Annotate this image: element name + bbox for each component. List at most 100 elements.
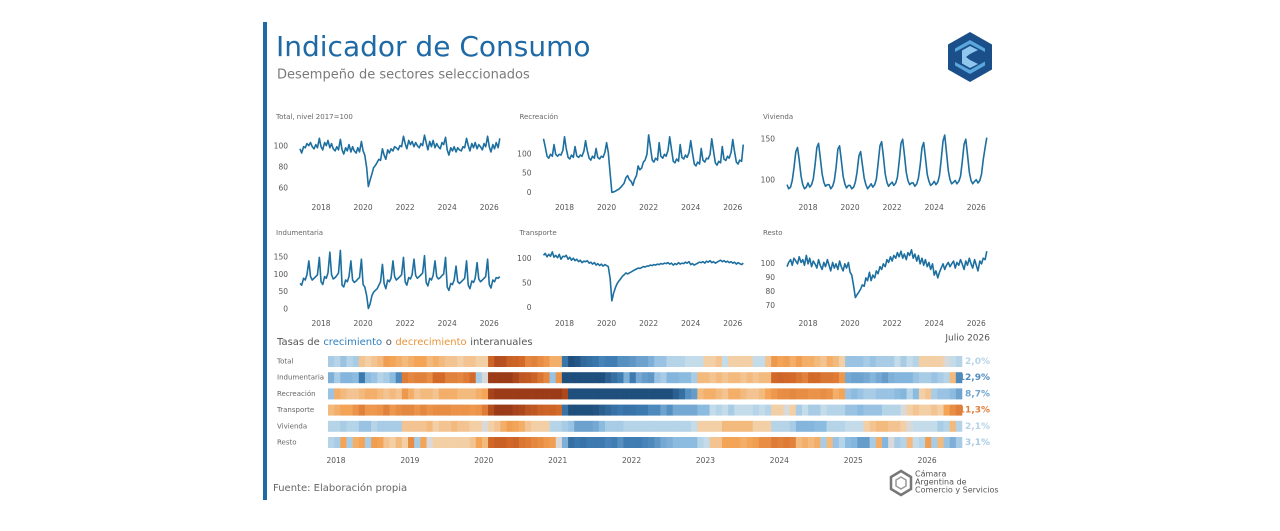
- heat-cell: [531, 404, 538, 416]
- heat-cell: [660, 404, 667, 416]
- heat-cell: [481, 404, 489, 416]
- heat-cell: [469, 388, 477, 400]
- heat-cell: [334, 420, 341, 432]
- series-line: [299, 249, 501, 310]
- heat-cell: [401, 388, 409, 400]
- heat-cell: [598, 404, 606, 416]
- heat-cell: [623, 437, 630, 448]
- heat-cell: [863, 420, 870, 432]
- x-tick-label: 2026: [480, 319, 499, 328]
- heat-cell: [371, 420, 378, 432]
- heat-cell: [857, 388, 864, 400]
- heat-cell: [426, 437, 433, 448]
- heat-cell: [389, 356, 397, 367]
- heat-cell: [334, 372, 341, 384]
- heat-cell: [481, 388, 489, 400]
- heat-cell: [561, 437, 569, 448]
- x-tick-label: 2026: [480, 203, 499, 212]
- heat-cell: [641, 437, 649, 448]
- heat-cell: [666, 356, 673, 367]
- heat-cell: [352, 372, 360, 384]
- heat-cell: [789, 356, 797, 367]
- heat-cell: [457, 437, 464, 448]
- x-tick-label: 2024: [925, 319, 944, 328]
- heat-cell: [691, 420, 698, 432]
- heat-cell: [955, 388, 963, 400]
- heat-cell: [931, 420, 938, 432]
- heat-cell: [364, 437, 372, 448]
- heat-cell: [949, 372, 957, 384]
- heat-cell: [432, 437, 440, 448]
- heat-cell: [463, 356, 470, 367]
- series-line: [786, 134, 988, 190]
- heat-cell: [346, 404, 353, 416]
- panel-title: Indumentaria: [276, 229, 323, 237]
- heat-cell: [383, 356, 390, 367]
- heat-cell: [488, 404, 495, 416]
- heat-cell: [549, 437, 557, 448]
- heat-cell: [709, 420, 717, 432]
- heat-cell: [900, 437, 907, 448]
- heat-cell: [777, 437, 784, 448]
- heat-cell: [654, 388, 661, 400]
- heat-cell: [488, 420, 495, 432]
- heat-cell: [586, 372, 593, 384]
- heat-cell: [654, 437, 661, 448]
- heat-cell: [838, 388, 846, 400]
- heat-cell: [666, 372, 673, 384]
- heat-cell: [512, 372, 520, 384]
- y-tick-label: 100: [517, 149, 532, 158]
- heat-cell: [426, 388, 433, 400]
- heat-cell: [537, 437, 544, 448]
- heat-cell: [691, 388, 698, 400]
- x-tick-label: 2018: [798, 319, 817, 328]
- heat-cell: [420, 356, 427, 367]
- heat-cell: [894, 437, 901, 448]
- heat-cell: [795, 404, 803, 416]
- heat-cell: [869, 388, 877, 400]
- heat-cell: [451, 404, 458, 416]
- heat-cell: [432, 388, 440, 400]
- heat-cell: [857, 372, 864, 384]
- heat-cell: [408, 437, 415, 448]
- heat-cell: [801, 404, 809, 416]
- heat-cell: [549, 404, 557, 416]
- heat-cell: [740, 420, 747, 432]
- heat-cell: [912, 372, 920, 384]
- heat-cell: [758, 356, 766, 367]
- heatmap-title: Tasas de crecimiento o decrecimiento interan…: [276, 337, 533, 348]
- heat-cell: [765, 356, 772, 367]
- y-tick-label: 100: [274, 270, 289, 279]
- heat-cell: [697, 437, 704, 448]
- heat-cell: [715, 372, 723, 384]
- heat-cell: [580, 356, 587, 367]
- heat-cell: [358, 372, 366, 384]
- heat-cell: [524, 356, 532, 367]
- heat-cell: [771, 356, 778, 367]
- heat-cell: [820, 356, 827, 367]
- heat-cell: [900, 356, 907, 367]
- heat-cell: [832, 388, 840, 400]
- heat-cell: [881, 404, 889, 416]
- heat-cell: [863, 356, 870, 367]
- x-tick-label: 2022: [622, 456, 641, 465]
- heat-cell: [426, 356, 433, 367]
- heat-cell: [740, 404, 747, 416]
- heat-cell: [857, 356, 864, 367]
- heat-cell: [592, 437, 600, 448]
- heat-cell: [771, 404, 778, 416]
- heat-cell: [623, 404, 630, 416]
- heat-cell: [568, 437, 575, 448]
- heat-cell: [814, 420, 821, 432]
- heat-cell: [795, 388, 803, 400]
- heatmap-title-part: o: [386, 337, 392, 348]
- heat-cell: [438, 388, 446, 400]
- x-tick-label: 2020: [841, 203, 860, 212]
- heat-cell: [543, 437, 550, 448]
- heat-cell: [518, 388, 526, 400]
- heat-cell: [734, 404, 741, 416]
- heat-cell: [401, 420, 409, 432]
- heat-cell: [918, 356, 926, 367]
- x-tick-label: 2024: [925, 203, 944, 212]
- heat-cell: [845, 420, 852, 432]
